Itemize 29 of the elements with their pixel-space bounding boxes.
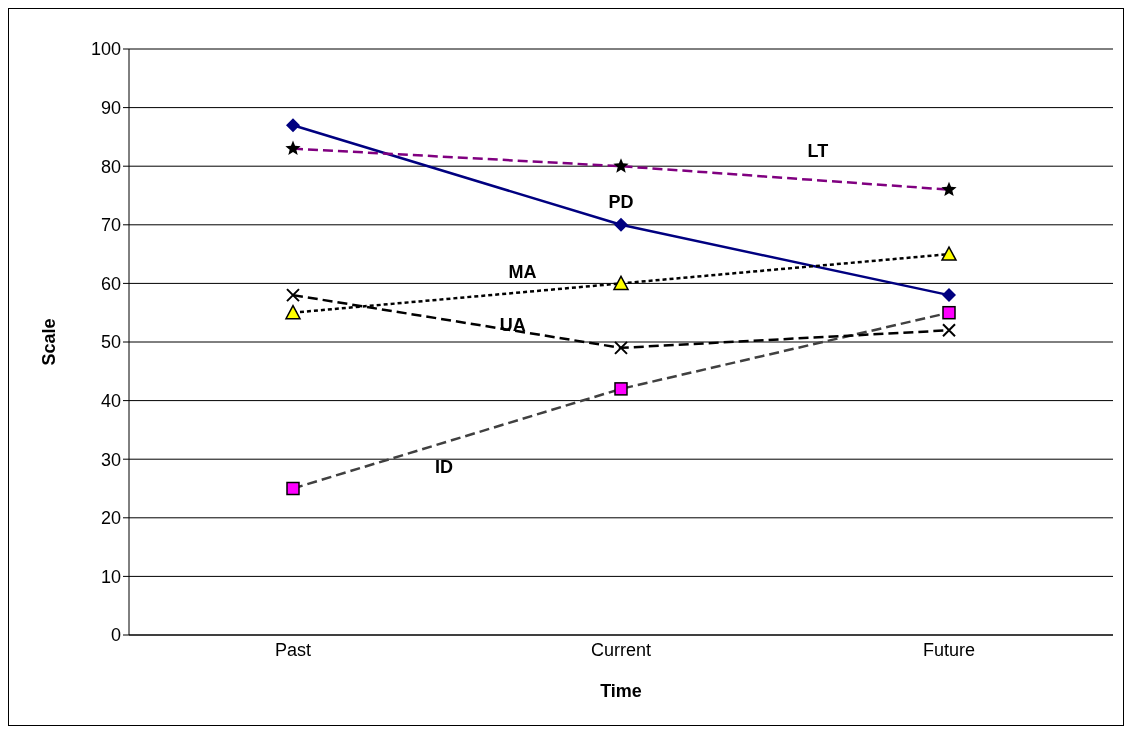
series-label: LT <box>807 141 829 162</box>
point <box>286 288 300 303</box>
y-tick-label: 30 <box>100 449 121 470</box>
y-tick-label: 80 <box>100 156 121 177</box>
y-axis-title: Scale <box>39 318 60 366</box>
y-tick-label: 70 <box>100 215 121 236</box>
x-axis-title: Time <box>600 681 642 701</box>
y-tick-label: 0 <box>110 625 121 646</box>
point <box>614 340 628 355</box>
y-tick-label: 100 <box>90 39 121 60</box>
point <box>614 217 628 232</box>
series-label: PD <box>608 191 634 212</box>
y-tick-label: 50 <box>100 332 121 353</box>
x-tick-label: Past <box>274 639 312 660</box>
y-tick-label: 20 <box>100 508 121 529</box>
point <box>942 323 956 338</box>
x-tick-label: Current <box>590 639 652 660</box>
y-tick-label: 60 <box>100 273 121 294</box>
y-tick-label: 10 <box>100 566 121 587</box>
point <box>941 246 957 261</box>
point <box>285 304 301 320</box>
y-tick-label: 40 <box>100 390 121 411</box>
y-tick-label: 90 <box>100 97 121 118</box>
x-tick-label: Future <box>922 639 976 660</box>
series-label: ID <box>434 456 453 477</box>
point <box>942 288 956 303</box>
series-label: MA <box>508 262 537 283</box>
point <box>613 275 629 291</box>
point <box>286 118 300 133</box>
